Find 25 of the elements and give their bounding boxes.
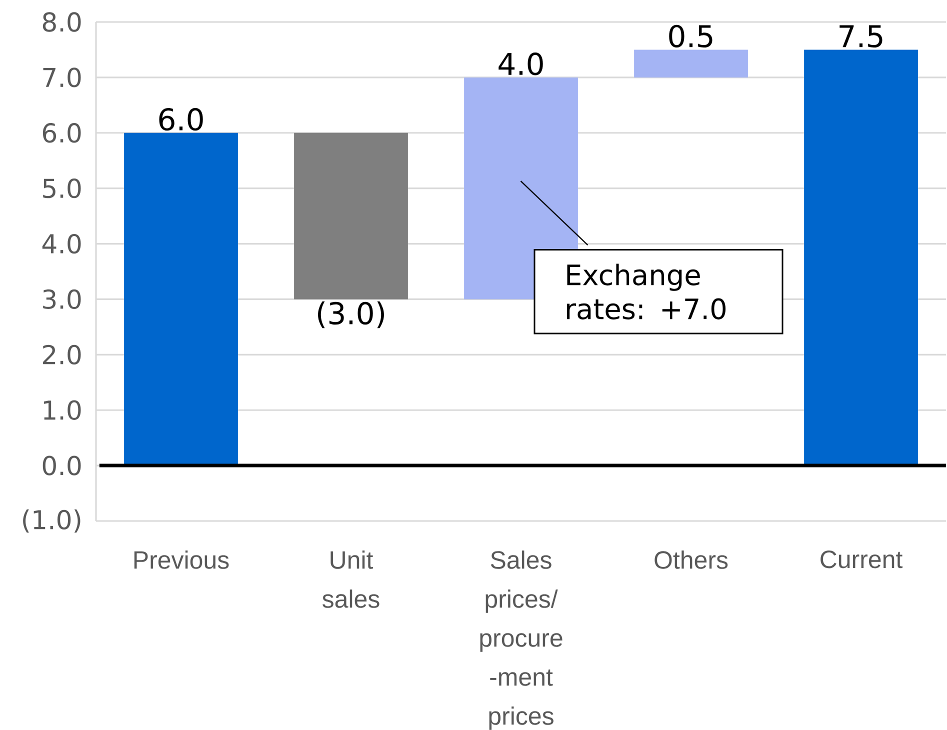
bar (634, 50, 748, 78)
bar (124, 132, 238, 466)
x-tick-label: Unit sales (322, 550, 380, 608)
y-tick-label: (1.0) (23, 509, 80, 533)
x-tick-label: Previous (134, 550, 229, 569)
data-label: 7.5 (840, 25, 882, 48)
bar (294, 132, 408, 300)
y-tick-label: 2.0 (43, 344, 81, 365)
y-tick-label: 8.0 (42, 12, 81, 32)
y-tick-label: 1.0 (44, 400, 81, 420)
data-label: 6.0 (159, 108, 203, 131)
data-label: 4.0 (498, 52, 543, 76)
x-tick-label: Current (820, 550, 902, 568)
annotation: Exchange rates: +7.0 (567, 264, 726, 320)
x-tick-label: Others (654, 550, 728, 569)
y-tick-label: 5.0 (43, 178, 81, 198)
x-tick-label: Sales prices/ procure -ment prices (480, 550, 562, 730)
data-label: (3.0) (318, 301, 384, 328)
y-tick-label: 6.0 (42, 123, 81, 143)
bar (804, 50, 918, 466)
y-tick-label: 7.0 (43, 68, 81, 88)
y-tick-label: 4.0 (42, 234, 81, 254)
y-tick-label: 3.0 (43, 289, 81, 310)
y-tick-label: 0.0 (42, 456, 81, 476)
data-label: 0.5 (669, 24, 712, 48)
